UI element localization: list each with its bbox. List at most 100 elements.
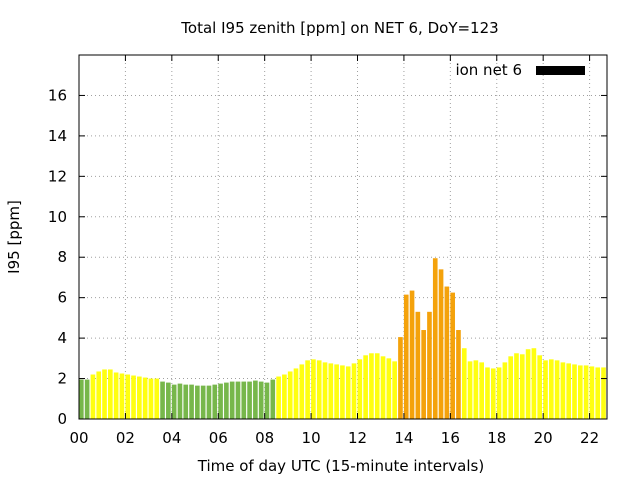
bar [398,337,403,419]
bar [496,367,502,419]
x-tick-label: 20 [534,429,553,447]
bar [200,385,206,419]
grid-lines [79,55,607,419]
bar [403,294,409,419]
bar [589,366,595,419]
bar [84,379,90,419]
bar [374,353,380,419]
bar [345,366,351,419]
bar [137,376,142,419]
bar [131,375,136,419]
x-tick-label: 12 [348,429,367,447]
y-tick-label: 4 [57,329,67,347]
bar [409,290,415,419]
bar [566,363,572,419]
bar [525,349,531,419]
x-axis-label: Time of day UTC (15-minute intervals) [197,457,484,475]
y-tick-label: 14 [48,127,67,145]
bar [322,362,328,419]
bar [560,362,566,419]
y-tick-label: 6 [57,289,67,307]
bar [334,364,339,419]
bar [212,384,218,419]
bar [224,382,229,419]
bar [415,311,421,419]
x-tick-label: 00 [69,429,88,447]
bar [427,311,432,419]
bar [241,381,247,419]
bar [108,369,113,419]
bar [554,360,560,419]
bar [369,353,374,419]
bar [380,356,386,419]
x-tick-label: 04 [162,429,181,447]
bar [247,381,252,419]
y-tick-label: 10 [48,208,67,226]
bar [421,330,426,419]
bar [508,356,514,419]
bar [113,372,119,419]
bar [450,292,455,419]
bar [189,384,194,419]
bar [299,364,305,419]
x-tick-label: 14 [394,429,413,447]
bar [456,330,461,419]
x-tick-label: 16 [441,429,460,447]
bar [386,358,392,419]
x-tick-label: 06 [209,429,228,447]
x-tick-label: 08 [255,429,274,447]
bar [183,384,189,419]
bar [351,363,357,419]
bar [195,385,200,419]
chart-title: Total I95 zenith [ppm] on NET 6, DoY=123 [180,19,498,37]
bar [218,383,223,419]
bar [125,374,131,419]
y-tick-label: 16 [48,86,67,104]
bar [432,258,438,419]
bar [171,384,177,419]
bar [160,381,165,419]
bar [264,382,270,419]
bar [537,355,543,419]
bar [305,360,310,419]
legend: ion net 6 [455,61,585,79]
bar [479,362,484,419]
bar [572,364,577,419]
bar [601,367,606,419]
x-tick-label: 18 [487,429,506,447]
bar [595,367,601,419]
bar [392,361,397,419]
legend-swatch [536,66,585,75]
bar [519,354,525,419]
x-tick-label: 22 [580,429,599,447]
bar [577,365,583,419]
bar [531,348,537,419]
bar [340,365,345,419]
bar [79,379,84,419]
bar [357,359,363,419]
bar [543,360,548,419]
bar [583,365,589,419]
y-axis-label: I95 [ppm] [5,200,23,274]
y-tick-label: 0 [57,410,67,428]
bar [282,374,287,419]
bar [177,383,183,419]
bar [316,360,322,419]
bar [514,353,519,419]
bar [258,381,264,419]
bar [142,377,148,419]
bar [276,376,281,419]
bar [444,286,450,419]
bar [235,381,241,419]
bar [311,359,316,419]
bar [90,374,96,419]
bar [467,361,473,419]
y-tick-label: 12 [48,167,67,185]
bar [119,373,125,419]
x-tick-label: 02 [116,429,135,447]
bar [253,380,258,419]
bar [287,371,293,419]
bar [438,269,444,419]
bar [166,382,171,419]
